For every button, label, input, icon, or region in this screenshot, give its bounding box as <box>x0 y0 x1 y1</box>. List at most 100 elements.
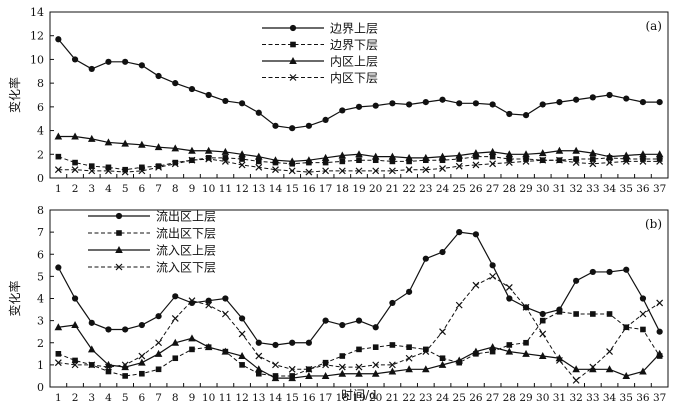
data-point-s1 <box>222 295 229 302</box>
x-tick-label: 1 <box>55 183 62 195</box>
data-point-s1 <box>138 321 145 329</box>
x-tick-label: 12 <box>235 392 248 401</box>
data-point-s4 <box>71 166 79 174</box>
data-point-s3 <box>522 349 530 357</box>
data-point-s1 <box>339 107 346 114</box>
data-point-s2 <box>105 164 112 171</box>
data-point-s3 <box>171 144 180 152</box>
x-tick-label: 19 <box>352 392 365 401</box>
data-point-s1 <box>172 80 179 87</box>
data-point-s1 <box>155 72 162 80</box>
data-point-s4 <box>305 168 313 176</box>
data-point-s2 <box>139 164 145 171</box>
data-point-s2 <box>573 311 579 317</box>
data-point-s3 <box>422 153 430 161</box>
data-point-s1 <box>188 85 196 93</box>
data-point-s2 <box>489 348 496 355</box>
data-point-s2 <box>590 311 596 317</box>
data-point-s1 <box>105 58 112 65</box>
data-point-s1 <box>606 268 613 276</box>
data-point-s4 <box>472 161 480 169</box>
data-point-s4 <box>221 310 229 318</box>
x-tick-label: 1 <box>55 392 62 401</box>
data-point-s4 <box>439 328 446 336</box>
y-tick-label: 6 <box>37 248 44 261</box>
x-tick-label: 5 <box>122 183 129 195</box>
y-tick-label: 14 <box>30 6 44 19</box>
data-point-s2 <box>372 344 379 350</box>
data-point-s4 <box>556 357 563 364</box>
data-point-s3 <box>121 363 129 371</box>
data-point-s4 <box>322 361 330 369</box>
data-point-s3 <box>238 150 246 158</box>
data-point-s1 <box>138 62 145 69</box>
data-point-s3 <box>405 153 413 161</box>
data-point-s1 <box>406 101 413 108</box>
x-tick-label: 20 <box>369 392 382 401</box>
data-point-s3 <box>538 149 547 157</box>
data-point-s1 <box>406 288 413 295</box>
data-point-s4 <box>522 157 530 165</box>
x-tick-label: 17 <box>319 183 332 195</box>
data-point-s3 <box>522 150 530 158</box>
data-point-s1 <box>389 100 396 107</box>
data-point-s1 <box>606 91 613 99</box>
data-point-s2 <box>222 155 229 161</box>
data-point-s2 <box>339 353 346 359</box>
x-tick-label: 9 <box>189 183 196 195</box>
x-tick-label: 33 <box>586 183 599 195</box>
data-point-s2 <box>322 159 329 166</box>
y-tick-label: 12 <box>30 30 44 43</box>
data-point-s4 <box>405 354 413 362</box>
data-point-s4 <box>355 167 363 175</box>
data-point-s1 <box>639 295 647 302</box>
data-point-s4 <box>489 160 497 168</box>
data-point-s1 <box>472 100 480 107</box>
data-point-s3 <box>589 149 597 157</box>
data-point-s3 <box>555 354 564 362</box>
x-tick-label: 32 <box>569 392 582 401</box>
data-point-s1 <box>539 310 546 318</box>
data-point-s3 <box>87 134 96 142</box>
data-point-s2 <box>473 153 479 160</box>
data-point-s2 <box>456 156 463 162</box>
data-point-s1 <box>172 293 179 300</box>
x-tick-label: 32 <box>569 183 582 195</box>
data-point-s3 <box>572 146 580 154</box>
data-point-s1 <box>422 99 429 106</box>
data-point-s4 <box>622 157 630 165</box>
x-tick-label: 37 <box>653 392 666 401</box>
x-tick-label: 28 <box>503 392 516 401</box>
data-point-s2 <box>122 373 128 379</box>
data-point-s3 <box>54 132 63 140</box>
x-axis-label: 时间/d <box>341 388 377 401</box>
data-point-s1 <box>305 122 312 129</box>
x-tick-label: 25 <box>453 392 466 401</box>
data-point-s2 <box>172 159 179 166</box>
data-point-s3 <box>655 150 664 158</box>
data-point-s1 <box>456 229 463 236</box>
x-tick-label: 16 <box>302 392 316 401</box>
x-tick-label: 35 <box>620 392 633 401</box>
data-point-s3 <box>605 365 614 373</box>
data-point-s2 <box>139 370 145 377</box>
x-tick-label: 3 <box>88 392 95 401</box>
data-point-s3 <box>188 334 196 342</box>
x-tick-label: 26 <box>469 392 483 401</box>
data-point-s3 <box>355 369 363 377</box>
x-tick-label: 25 <box>453 183 466 195</box>
data-point-s4 <box>622 323 630 331</box>
data-point-s4 <box>171 160 179 168</box>
data-point-s3 <box>472 347 480 355</box>
data-point-s2 <box>189 346 195 353</box>
data-point-s1 <box>573 277 580 284</box>
data-point-s3 <box>388 152 397 160</box>
data-point-s4 <box>422 166 430 174</box>
data-point-s1 <box>71 295 79 302</box>
data-point-s3 <box>622 151 631 159</box>
data-point-s2 <box>623 156 630 162</box>
data-point-s3 <box>271 156 280 164</box>
data-point-s1 <box>489 101 496 108</box>
data-point-s1 <box>589 268 596 276</box>
x-tick-label: 6 <box>139 392 146 401</box>
